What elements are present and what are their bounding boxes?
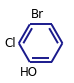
- Text: HO: HO: [20, 66, 38, 79]
- Text: Br: Br: [31, 8, 44, 21]
- Text: Cl: Cl: [4, 37, 16, 50]
